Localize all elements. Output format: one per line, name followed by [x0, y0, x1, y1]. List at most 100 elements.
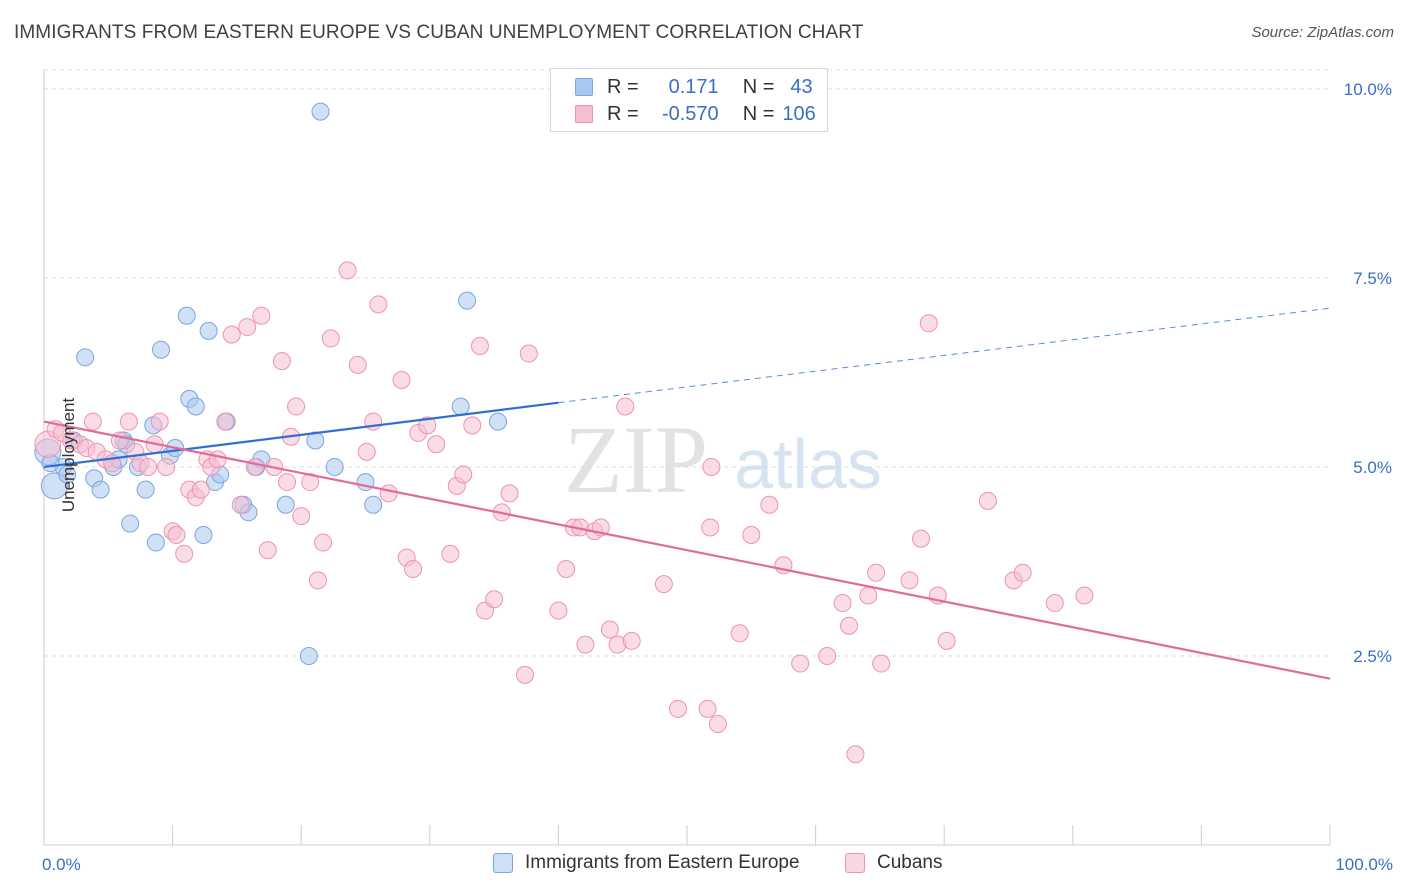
- point-cubans: [441, 544, 460, 563]
- point-eastern-europe: [136, 480, 155, 499]
- y-tick-label: 10.0%: [1344, 80, 1392, 99]
- point-cubans: [742, 526, 761, 544]
- point-eastern-europe: [186, 397, 205, 416]
- series-legend-cubans[interactable]: Cubans: [845, 852, 943, 874]
- point-cubans: [301, 473, 320, 492]
- point-eastern-europe: [299, 646, 318, 665]
- point-cubans: [622, 631, 641, 650]
- legend-n-label: N =: [742, 102, 775, 125]
- point-cubans: [314, 533, 333, 552]
- trend-line-eastern-europe: [43, 401, 559, 469]
- x-tick-label: 100.0%: [1335, 855, 1393, 874]
- point-cubans: [454, 465, 473, 484]
- series-swatch-pink: [845, 853, 865, 873]
- point-cubans: [348, 355, 367, 374]
- point-eastern-europe: [325, 457, 344, 476]
- y-tick-label: 2.5%: [1353, 647, 1392, 666]
- point-cubans: [427, 435, 446, 454]
- point-cubans: [668, 699, 687, 718]
- point-cubans: [867, 563, 886, 582]
- series-swatch-blue: [493, 853, 513, 873]
- point-cubans: [167, 526, 186, 544]
- point-cubans: [654, 575, 673, 594]
- point-cubans: [730, 624, 749, 643]
- point-eastern-europe: [194, 526, 213, 544]
- point-eastern-europe: [199, 321, 218, 340]
- point-cubans: [83, 412, 102, 431]
- point-cubans: [463, 416, 482, 435]
- point-cubans: [321, 329, 340, 348]
- y-tick-label: 7.5%: [1353, 269, 1392, 288]
- point-cubans: [308, 571, 327, 590]
- point-cubans: [252, 306, 271, 325]
- point-cubans: [791, 654, 810, 673]
- trend-line-cubans: [43, 420, 1331, 680]
- point-cubans: [272, 352, 291, 371]
- correlation-legend: R = 0.171 N = 43 R = -0.570 N = 106: [550, 68, 828, 132]
- point-eastern-europe: [152, 340, 171, 359]
- legend-r-value: 0.171: [668, 75, 719, 98]
- point-cubans: [702, 457, 721, 476]
- legend-row-eastern-europe: R = 0.171 N = 43: [575, 75, 813, 99]
- point-cubans: [150, 412, 169, 431]
- point-eastern-europe: [311, 102, 330, 121]
- point-cubans: [139, 457, 158, 476]
- point-cubans: [231, 495, 250, 514]
- point-cubans: [872, 654, 891, 673]
- legend-r-value: -0.570: [661, 102, 719, 125]
- point-cubans: [369, 295, 388, 314]
- point-cubans: [245, 457, 264, 476]
- legend-n-label: N =: [742, 75, 775, 98]
- point-eastern-europe: [121, 514, 140, 533]
- legend-n-value: 106: [782, 102, 816, 125]
- y-axis-label: Unemployment: [59, 397, 79, 513]
- series-legend-eastern-europe[interactable]: Immigrants from Eastern Europe: [493, 852, 800, 874]
- point-cubans: [919, 314, 938, 333]
- point-cubans: [900, 571, 919, 590]
- trend-line-eastern-europe-extension: [558, 307, 1331, 404]
- legend-n-value: 43: [790, 75, 813, 98]
- point-eastern-europe: [177, 306, 196, 325]
- source-label: Source: ZipAtlas.com: [1251, 24, 1394, 41]
- point-cubans: [157, 457, 176, 476]
- tick-labels: 2.5% 5.0% 7.5% 10.0% 0.0% 100.0%: [42, 80, 1393, 874]
- y-tick-label: 5.0%: [1353, 458, 1392, 477]
- point-cubans: [760, 495, 779, 514]
- point-cubans: [418, 416, 437, 435]
- watermark-zip: ZIP: [564, 406, 708, 513]
- point-cubans: [485, 590, 504, 609]
- point-cubans: [222, 325, 241, 344]
- point-cubans: [119, 412, 138, 431]
- watermark-atlas: atlas: [734, 425, 882, 503]
- point-cubans: [912, 529, 931, 548]
- point-cubans: [708, 715, 727, 734]
- point-cubans: [175, 544, 194, 563]
- point-cubans: [549, 601, 568, 620]
- series-label: Immigrants from Eastern Europe: [525, 852, 800, 873]
- point-eastern-europe: [488, 412, 507, 431]
- legend-r-label: R =: [607, 102, 639, 125]
- point-cubans: [515, 665, 534, 684]
- legend-swatch-blue: [575, 78, 593, 96]
- point-cubans: [287, 397, 306, 416]
- point-eastern-europe: [276, 495, 295, 514]
- point-eastern-europe: [76, 348, 95, 367]
- point-cubans: [840, 616, 859, 635]
- point-cubans: [379, 484, 398, 503]
- point-eastern-europe: [451, 397, 470, 416]
- point-cubans: [208, 450, 227, 469]
- series-label: Cubans: [877, 852, 943, 873]
- point-cubans: [500, 484, 519, 503]
- point-cubans: [216, 412, 235, 431]
- series-legend: Immigrants from Eastern Europe Cubans: [0, 852, 1406, 880]
- gridlines: [44, 69, 1330, 657]
- point-cubans: [600, 620, 619, 639]
- point-eastern-europe: [91, 480, 110, 499]
- point-cubans: [238, 318, 257, 337]
- legend-swatch-pink: [575, 105, 593, 123]
- point-cubans: [616, 397, 635, 416]
- point-cubans: [557, 560, 576, 579]
- legend-r-label: R =: [607, 75, 639, 98]
- point-cubans: [846, 745, 865, 764]
- point-cubans: [701, 518, 720, 537]
